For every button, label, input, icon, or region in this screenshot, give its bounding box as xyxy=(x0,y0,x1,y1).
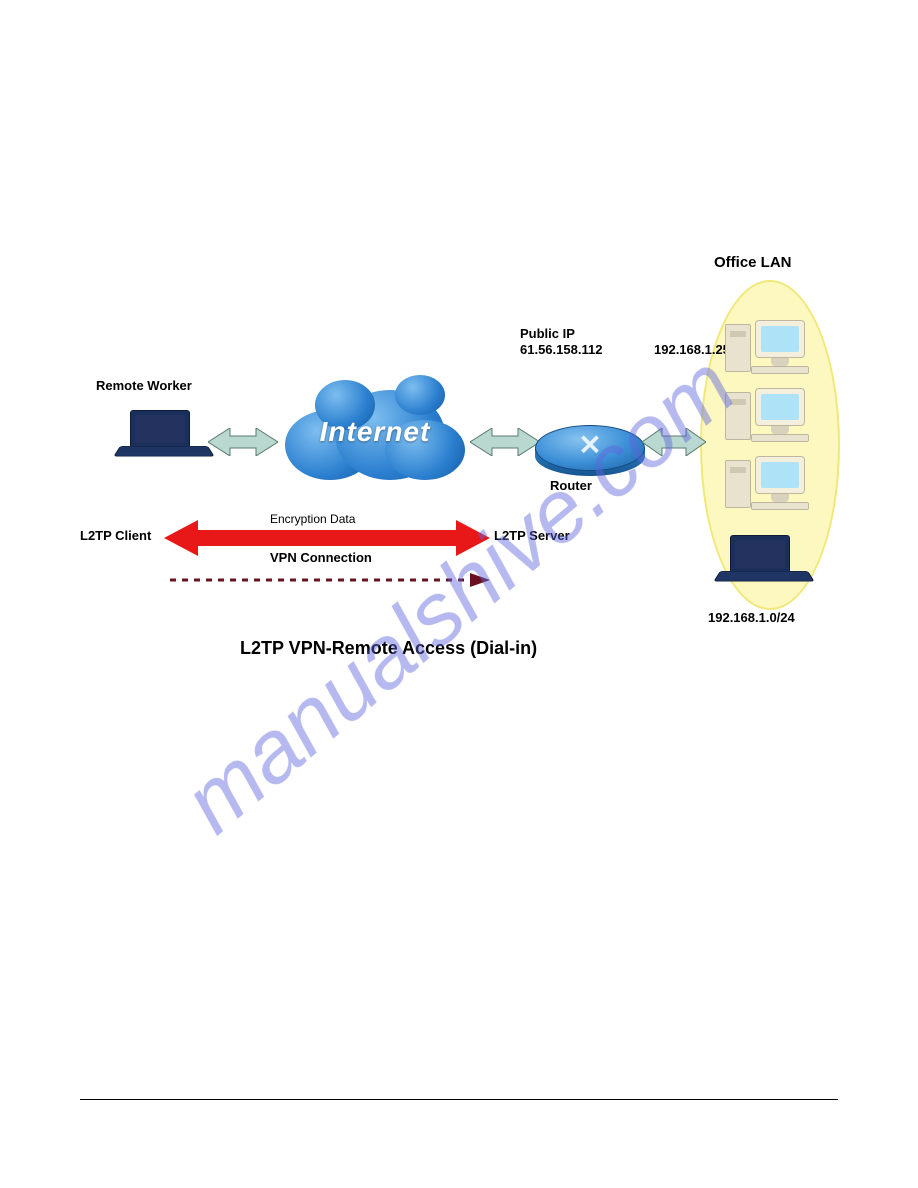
arrow-laptop-internet-icon xyxy=(208,428,278,456)
footer-divider xyxy=(80,1099,838,1100)
network-diagram: Office LAN Public IP 61.56.158.112 192.1… xyxy=(80,260,850,700)
public-ip-label-1: Public IP xyxy=(520,326,575,341)
remote-worker-label: Remote Worker xyxy=(96,378,192,393)
vpn-arrow-icon xyxy=(164,520,490,556)
internet-cloud-icon: Internet xyxy=(275,370,475,490)
page: Office LAN Public IP 61.56.158.112 192.1… xyxy=(0,0,918,1188)
subnet-label: 192.168.1.0/24 xyxy=(708,610,795,625)
arrow-internet-router-icon xyxy=(470,428,540,456)
desktop-pc-icon xyxy=(725,388,815,444)
office-lan-label: Office LAN xyxy=(714,254,792,271)
desktop-pc-icon xyxy=(725,456,815,512)
desktop-pc-icon xyxy=(725,320,815,376)
arrow-router-lan-icon xyxy=(642,428,706,456)
dashed-arrow-icon xyxy=(170,572,490,588)
lan-laptop-icon xyxy=(720,535,810,590)
diagram-title: L2TP VPN-Remote Access (Dial-in) xyxy=(240,638,537,659)
remote-worker-laptop-icon xyxy=(120,410,210,465)
public-ip-label-2: 61.56.158.112 xyxy=(520,342,602,357)
l2tp-server-label: L2TP Server xyxy=(494,528,570,543)
router-icon: ✕ xyxy=(535,415,645,485)
internet-text: Internet xyxy=(320,416,431,448)
l2tp-client-label: L2TP Client xyxy=(80,528,151,543)
